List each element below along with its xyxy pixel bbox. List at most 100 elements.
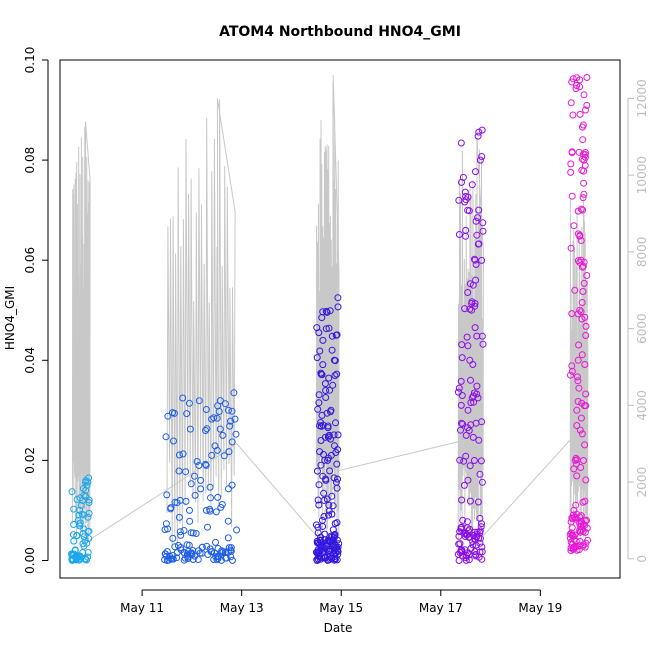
data-point bbox=[232, 430, 240, 438]
data-point bbox=[573, 373, 581, 381]
data-point bbox=[572, 85, 580, 93]
data-point bbox=[231, 415, 239, 423]
data-point bbox=[202, 461, 210, 469]
data-point bbox=[333, 484, 341, 492]
data-point bbox=[458, 341, 466, 349]
data-point bbox=[573, 422, 581, 429]
data-point bbox=[476, 539, 484, 547]
data-point bbox=[75, 511, 83, 519]
data-point bbox=[202, 460, 209, 468]
data-point bbox=[226, 422, 234, 430]
data-point bbox=[579, 263, 586, 271]
data-point bbox=[575, 341, 583, 349]
data-point bbox=[169, 409, 176, 417]
data-point bbox=[216, 425, 224, 433]
data-point bbox=[582, 476, 590, 484]
data-point bbox=[177, 531, 185, 539]
data-point bbox=[197, 476, 205, 484]
data-point bbox=[182, 497, 190, 505]
data-point bbox=[218, 547, 226, 555]
data-point bbox=[476, 527, 484, 535]
data-point bbox=[191, 491, 199, 499]
data-point bbox=[575, 384, 583, 392]
data-point bbox=[583, 101, 591, 109]
y-axis-label: HNO4_GMI bbox=[3, 286, 17, 350]
x-tick-label: May 19 bbox=[518, 601, 562, 615]
plot-frame bbox=[59, 59, 621, 579]
data-point bbox=[577, 414, 585, 422]
data-point bbox=[568, 524, 576, 532]
data-point bbox=[473, 382, 481, 390]
data-point bbox=[314, 496, 322, 504]
data-point bbox=[479, 227, 487, 235]
altitude-segment bbox=[569, 194, 589, 550]
data-point bbox=[192, 530, 200, 537]
data-point bbox=[173, 549, 181, 557]
data-point bbox=[164, 525, 172, 533]
data-point bbox=[70, 531, 77, 539]
data-point bbox=[202, 506, 210, 514]
data-point bbox=[84, 549, 92, 556]
data-point bbox=[212, 538, 219, 546]
data-point bbox=[470, 532, 478, 539]
data-point bbox=[578, 518, 586, 526]
data-point bbox=[579, 288, 587, 295]
data-point bbox=[322, 325, 330, 333]
data-point bbox=[193, 458, 201, 465]
data-point bbox=[458, 496, 466, 504]
data-point bbox=[581, 151, 589, 159]
data-point bbox=[208, 451, 216, 459]
data-point bbox=[570, 465, 578, 473]
data-point bbox=[478, 153, 486, 160]
data-point bbox=[326, 467, 334, 475]
data-point bbox=[568, 192, 576, 200]
altitude-segment bbox=[71, 121, 91, 543]
data-point bbox=[583, 74, 591, 81]
data-point bbox=[203, 542, 211, 550]
data-point bbox=[179, 394, 187, 402]
data-point bbox=[576, 83, 584, 91]
y2-tick-label: 2000 bbox=[635, 467, 649, 498]
data-point bbox=[320, 513, 328, 520]
data-point bbox=[328, 510, 336, 518]
altitude-segment bbox=[166, 98, 236, 550]
data-point bbox=[583, 272, 591, 279]
data-point bbox=[456, 549, 464, 557]
data-point bbox=[314, 405, 322, 413]
data-point bbox=[461, 305, 469, 313]
data-point bbox=[459, 420, 466, 428]
data-point bbox=[317, 542, 324, 550]
data-point bbox=[463, 524, 471, 532]
data-point bbox=[225, 485, 232, 493]
data-point bbox=[68, 555, 76, 563]
data-point bbox=[230, 389, 238, 397]
data-point bbox=[207, 494, 214, 502]
data-point bbox=[326, 386, 334, 394]
data-point bbox=[475, 128, 483, 136]
data-point bbox=[217, 503, 225, 511]
data-point bbox=[208, 415, 216, 423]
data-point bbox=[475, 206, 483, 214]
data-point bbox=[224, 517, 232, 525]
data-point bbox=[334, 431, 342, 439]
data-point bbox=[462, 556, 470, 564]
data-point bbox=[327, 408, 334, 416]
data-point bbox=[213, 556, 221, 564]
data-point bbox=[471, 299, 479, 307]
data-point bbox=[572, 537, 580, 545]
data-point bbox=[214, 493, 222, 501]
data-point bbox=[322, 394, 330, 401]
data-point bbox=[331, 520, 339, 527]
data-point bbox=[570, 536, 578, 543]
y2-tick-label: 4000 bbox=[635, 390, 649, 421]
data-point bbox=[180, 527, 188, 534]
data-point bbox=[461, 188, 469, 196]
data-point bbox=[317, 461, 325, 469]
data-point bbox=[186, 425, 194, 433]
data-point bbox=[574, 230, 582, 238]
data-point bbox=[457, 401, 465, 409]
y-tick-label: 0.08 bbox=[23, 147, 37, 174]
data-point bbox=[478, 548, 486, 556]
data-point bbox=[573, 74, 581, 82]
data-point bbox=[462, 431, 470, 439]
